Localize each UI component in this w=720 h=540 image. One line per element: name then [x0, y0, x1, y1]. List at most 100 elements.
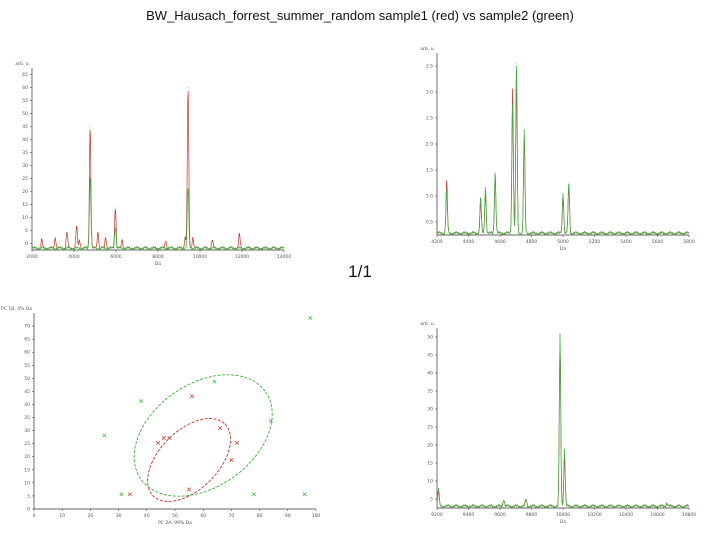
scatter-point-red	[218, 426, 223, 431]
peak-point-red	[239, 235, 240, 237]
y-tick-label: 20	[22, 189, 28, 195]
peak-point-green	[446, 193, 448, 194]
scatter-point-red	[127, 492, 132, 497]
scatter-point-green	[251, 492, 257, 497]
marker-stroke	[302, 492, 307, 497]
y-tick-label: 20	[24, 454, 30, 460]
scatter-point-red	[161, 435, 166, 440]
spectrum-overview-svg: 2000 4000 6000 8000 10000 12000 14000 0 5 10 15 20 2…	[15, 61, 291, 267]
marker-stroke	[218, 426, 223, 431]
x-tick-label: 30	[116, 513, 122, 519]
peak-point-red	[76, 227, 77, 229]
y-tick-label: 25	[427, 425, 433, 431]
y-tick-label: 0	[27, 507, 30, 513]
series-line-green	[436, 65, 690, 236]
marker-stroke	[167, 435, 172, 440]
x-tick-label: 4200	[431, 239, 443, 245]
peak-point-red	[192, 238, 194, 240]
peak-point-green	[494, 172, 496, 173]
peak-point-green	[559, 334, 561, 336]
series-line-red	[436, 343, 690, 509]
series-line-red	[436, 80, 690, 236]
x-tick-label: 0	[33, 513, 36, 519]
y-tick-label: 50	[22, 111, 28, 117]
spectrum-zoom-low-chart: 4200 4400 4600 4800 5000 5200 5400 5600 5800 0.5 1…	[415, 45, 695, 255]
y-tick-label: 2.0	[426, 142, 433, 148]
peak-point-red	[512, 89, 513, 90]
y-tick-label: 40	[427, 371, 433, 377]
peak-point-green	[438, 489, 439, 491]
pca-scatter-svg: 0 10 20 30 40 50 60 70 80 90 100 0 5 10 15 20 25 30 35 40 45…	[1, 306, 320, 526]
x-tick-label: 5800	[683, 239, 695, 245]
scatter-point-green	[308, 315, 313, 320]
y-tick-label: 55	[24, 363, 30, 369]
scatter-point-green	[119, 492, 124, 497]
y-tick-label: 10	[22, 215, 28, 221]
peak-point-red	[54, 238, 56, 240]
x-tick-label: 14000	[277, 254, 291, 260]
y-axis-label: arb. u.	[420, 46, 435, 52]
y-tick-label: 35	[22, 150, 28, 156]
peak-point-green	[187, 188, 189, 189]
peak-point-red	[41, 241, 43, 243]
peak-point-green	[512, 104, 513, 106]
marker-stroke	[161, 435, 166, 440]
y-tick-label: 45	[427, 353, 433, 359]
x-tick-label: 10000	[193, 254, 207, 260]
y-tick-label: 3.5	[426, 64, 433, 70]
x-tick-label: 10800	[682, 512, 696, 518]
x-tick-label: 5400	[620, 239, 632, 245]
x-tick-label: 10600	[650, 512, 664, 518]
y-tick-label: 45	[22, 124, 28, 130]
y-tick-label: 15	[24, 467, 30, 473]
y-tick-label: 30	[22, 163, 28, 169]
marker-stroke	[251, 492, 257, 497]
y-tick-label: 60	[22, 85, 28, 91]
peak-point-green	[89, 176, 91, 178]
y-tick-label: 5	[430, 497, 433, 503]
y-tick-label: 50	[24, 376, 30, 382]
x-axis-label: PC 2A, 99% Da	[158, 520, 192, 526]
confidence-ellipse-red	[147, 418, 232, 502]
peak-point-red	[114, 207, 116, 209]
scatter-point-red	[167, 435, 172, 440]
marker-stroke	[139, 399, 144, 404]
scatter-point-green	[102, 433, 107, 438]
scatter-point-red	[156, 440, 161, 445]
marker-stroke	[212, 379, 217, 384]
peak-point-green	[485, 187, 486, 189]
y-tick-label: 40	[24, 402, 30, 408]
scatter-point-green	[212, 379, 217, 384]
scatter-point-green	[139, 399, 144, 404]
peak-point-red	[79, 241, 80, 243]
peak-point-red	[211, 241, 213, 243]
spectrum-overview-chart: 2000 4000 6000 8000 10000 12000 14000 0 5 10 15 20 2…	[10, 60, 291, 275]
y-tick-label: 3.0	[426, 90, 433, 96]
y-tick-label: 1.5	[426, 168, 433, 174]
y-tick-label: 65	[22, 72, 28, 78]
peak-point-red	[187, 87, 189, 88]
marker-stroke	[119, 492, 124, 497]
x-tick-label: 5200	[589, 239, 601, 245]
x-tick-label: 70	[229, 513, 235, 519]
scatter-point-red	[189, 394, 194, 399]
x-tick-label: 10000	[556, 512, 570, 518]
x-tick-label: 4400	[463, 239, 475, 245]
y-tick-label: 55	[22, 98, 28, 104]
scatter-point-green	[268, 418, 273, 423]
scatter-point-red	[187, 487, 192, 492]
x-axis-label: Da	[560, 519, 566, 525]
y-tick-label: 0.5	[426, 220, 433, 226]
marker-stroke	[229, 457, 234, 463]
x-tick-label: 80	[257, 513, 263, 519]
y-axis-label: PC 1B, 4% Da	[1, 306, 32, 312]
spectrum-zoom-low-svg: 4200 4400 4600 4800 5000 5200 5400 5600 5800 0.5 1…	[420, 46, 695, 252]
y-tick-label: 70	[24, 324, 30, 330]
x-tick-label: 40	[144, 513, 150, 519]
y-tick-label: 15	[22, 202, 28, 208]
x-tick-label: 20	[88, 513, 94, 519]
y-tick-label: 10	[427, 479, 433, 485]
x-tick-label: 8000	[152, 254, 164, 260]
confidence-ellipse-green	[133, 374, 273, 497]
x-tick-label: 9800	[526, 512, 538, 518]
